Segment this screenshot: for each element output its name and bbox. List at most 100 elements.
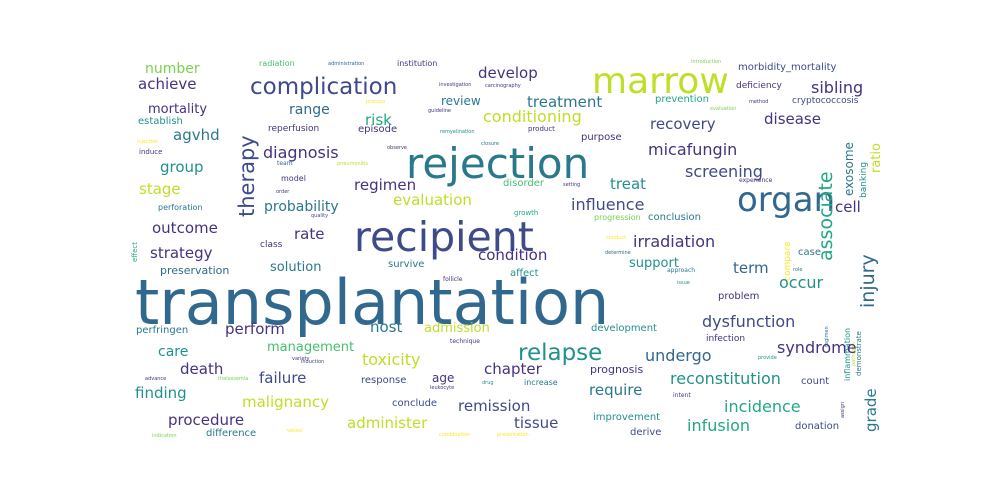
- word-mortality: mortality: [148, 102, 208, 117]
- word-require: require: [589, 381, 643, 399]
- word-issue: issue: [677, 280, 690, 286]
- word-management: management: [267, 340, 355, 355]
- word-follicle: follicle: [443, 276, 463, 283]
- word-donation: donation: [795, 421, 840, 432]
- word-undergo: undergo: [645, 346, 712, 365]
- word-observe: observe: [387, 145, 408, 151]
- word-host: host: [370, 318, 403, 336]
- word-outcome: outcome: [152, 219, 218, 237]
- word-product: product: [528, 125, 555, 133]
- word-treat: treat: [610, 175, 647, 193]
- word-provide: provide: [758, 355, 777, 361]
- word-sibling: sibling: [811, 78, 864, 97]
- word-stage: stage: [139, 180, 181, 198]
- word-procedure: procedure: [168, 411, 245, 429]
- word-closure: closure: [481, 141, 499, 147]
- word-advance: advance: [145, 376, 167, 382]
- word-number: number: [145, 61, 200, 77]
- word-range: range: [289, 102, 330, 118]
- word-problem: problem: [718, 291, 760, 302]
- word-conditioning: conditioning: [483, 107, 582, 126]
- word-therapy: therapy: [235, 135, 259, 217]
- word-intent: intent: [673, 392, 691, 399]
- word-class: class: [260, 240, 283, 250]
- word-infusion: infusion: [687, 416, 751, 435]
- word-progression: progression: [594, 213, 641, 222]
- word-affect: affect: [510, 268, 539, 279]
- word-risk: risk: [365, 111, 392, 129]
- word-method: method: [749, 99, 769, 105]
- word-induction: induction: [301, 359, 325, 365]
- word-recipient: recipient: [354, 213, 534, 261]
- word-injection: injection: [137, 139, 159, 145]
- word-prognosis: prognosis: [590, 363, 644, 376]
- word-technique: technique: [450, 338, 480, 345]
- word-experience: experience: [739, 177, 773, 184]
- word-incidence: incidence: [724, 397, 801, 416]
- word-episode: episode: [358, 124, 398, 135]
- word-derive: derive: [630, 427, 662, 438]
- word-solution: solution: [270, 260, 322, 275]
- word-induce: induce: [139, 148, 163, 156]
- word-syndrome: syndrome: [777, 338, 857, 357]
- word-indication: indication: [152, 433, 177, 439]
- word-development: development: [591, 323, 657, 334]
- word-influence: influence: [571, 195, 645, 214]
- word-infection: infection: [706, 334, 746, 344]
- word-strategy: strategy: [150, 244, 213, 262]
- word-age: age: [432, 371, 455, 385]
- word-combination: combination: [439, 432, 471, 438]
- word-occur: occur: [779, 273, 824, 292]
- word-effect: effect: [131, 241, 139, 262]
- word-conduct: conduct: [606, 235, 627, 241]
- word-difference: difference: [206, 428, 257, 439]
- word-grade: grade: [862, 388, 880, 432]
- word-investigation: investigation: [439, 82, 472, 88]
- word-achieve: achieve: [138, 75, 197, 93]
- word-admission: admission: [424, 321, 490, 336]
- word-care: care: [158, 344, 189, 360]
- word-prevention: prevention: [655, 94, 709, 105]
- word-injury: injury: [857, 254, 879, 308]
- word-malignancy: malignancy: [242, 393, 329, 411]
- word-carcinography: carcinography: [485, 83, 521, 89]
- word-reconstitution: reconstitution: [670, 369, 781, 388]
- word-death: death: [180, 360, 224, 378]
- word-team: team: [277, 160, 293, 167]
- word-disease: disease: [764, 110, 821, 128]
- word-evaluation: evaluation: [393, 191, 472, 209]
- word-condition: condition: [478, 246, 548, 264]
- word-finding: finding: [135, 384, 187, 402]
- word-treatment: treatment: [527, 93, 603, 111]
- word-diagnosis: diagnosis: [263, 143, 339, 162]
- word-assign: assign: [840, 401, 846, 418]
- word-toxicity: toxicity: [362, 350, 421, 369]
- word-cell: cell: [835, 198, 861, 216]
- word-probability: probability: [264, 199, 339, 215]
- word-model: model: [281, 174, 306, 183]
- word-agvhd: agvhd: [173, 126, 220, 144]
- word-cloud: transplantation recipient rejection marr…: [125, 50, 890, 450]
- word-rate: rate: [294, 225, 325, 243]
- word-review: review: [441, 94, 481, 108]
- word-establish: establish: [138, 116, 183, 127]
- word-conclude: conclude: [392, 398, 438, 409]
- word-administer: administer: [347, 414, 428, 432]
- word-demonstrate: demonstrate: [855, 331, 863, 376]
- word-vessel: vessel: [287, 428, 303, 434]
- word-cryptococcosis: cryptococcosis: [792, 96, 859, 106]
- word-perfringen: perfringen: [136, 325, 189, 336]
- word-chapter: chapter: [484, 360, 542, 378]
- word-tissue: tissue: [514, 414, 559, 432]
- word-complication: complication: [250, 74, 398, 100]
- word-leukocyte: leukocyte: [430, 385, 455, 391]
- word-thalassemia: thalassemia: [218, 376, 249, 382]
- word-remission: remission: [458, 397, 531, 415]
- word-group: group: [160, 158, 204, 176]
- word-recovery: recovery: [650, 115, 716, 133]
- word-marrow: marrow: [592, 61, 729, 102]
- word-micafungin: micafungin: [648, 140, 738, 159]
- word-evaluation-small: evaluation: [710, 106, 737, 112]
- word-transplantation: transplantation: [135, 266, 610, 339]
